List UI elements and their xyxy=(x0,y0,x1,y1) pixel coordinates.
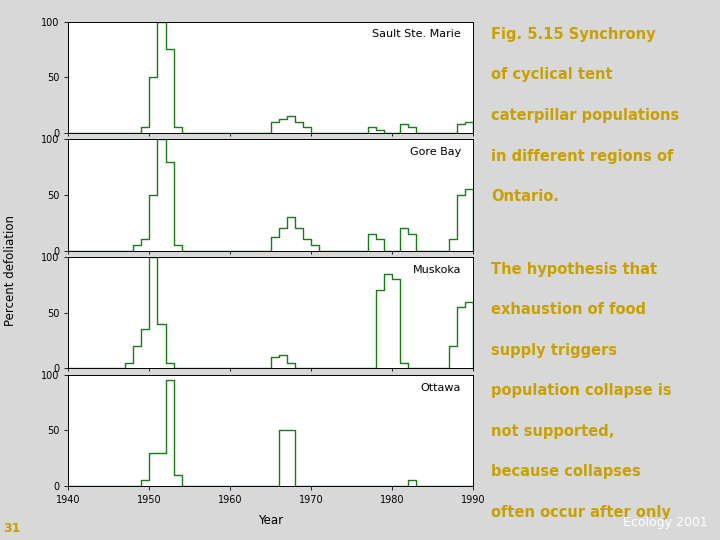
Text: Ecology 2001: Ecology 2001 xyxy=(623,516,708,529)
Text: supply triggers: supply triggers xyxy=(491,343,617,358)
Text: Ottawa: Ottawa xyxy=(420,382,461,393)
Text: Sault Ste. Marie: Sault Ste. Marie xyxy=(372,29,461,39)
Text: Muskoka: Muskoka xyxy=(413,265,461,275)
Text: Percent defoliation: Percent defoliation xyxy=(4,214,17,326)
Text: The hypothesis that: The hypothesis that xyxy=(491,262,657,277)
Text: population collapse is: population collapse is xyxy=(491,383,672,399)
Text: because collapses: because collapses xyxy=(491,464,641,480)
Text: caterpillar populations: caterpillar populations xyxy=(491,108,680,123)
Text: Fig. 5.15 Synchrony: Fig. 5.15 Synchrony xyxy=(491,27,656,42)
Text: of cyclical tent: of cyclical tent xyxy=(491,68,613,83)
Text: Gore Bay: Gore Bay xyxy=(410,147,461,157)
Text: in different regions of: in different regions of xyxy=(491,148,674,164)
Text: exhaustion of food: exhaustion of food xyxy=(491,302,647,318)
Text: 31: 31 xyxy=(4,522,21,535)
Text: Year: Year xyxy=(258,514,283,526)
Text: often occur after only: often occur after only xyxy=(491,505,671,520)
Text: not supported,: not supported, xyxy=(491,424,615,439)
Text: Ontario.: Ontario. xyxy=(491,189,559,204)
